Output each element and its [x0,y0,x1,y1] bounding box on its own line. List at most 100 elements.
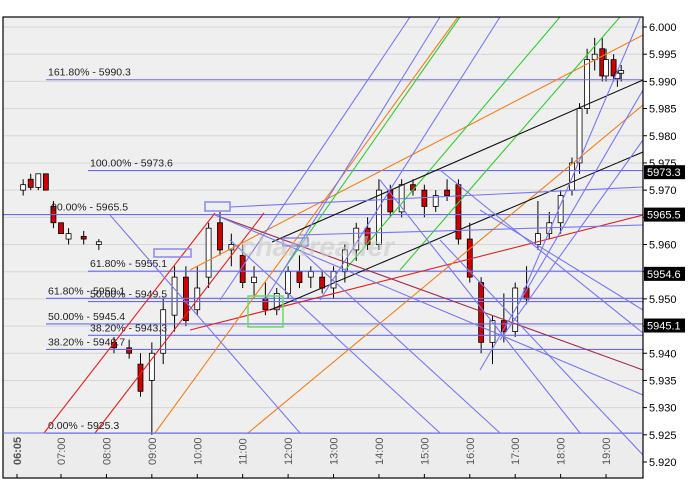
trend-line[interactable] [189,34,644,271]
y-tick-label: 5.930 [649,403,677,415]
candle-down [444,189,450,196]
candle-up [376,189,382,245]
y-tick-label: 5.925 [649,430,677,442]
x-tick-label: 12:00 [283,437,295,465]
trend-line[interactable] [219,16,411,301]
trend-lines[interactable] [43,16,644,456]
candle-up [148,352,155,381]
y-tick-label: 5.985 [649,104,677,116]
trend-line[interactable] [439,239,644,456]
y-axis: 6.0005.9955.9905.9855.9805.9755.9705.965… [643,22,677,469]
trend-line[interactable] [519,17,641,301]
trend-line[interactable] [214,214,644,371]
trend-line[interactable] [479,89,644,371]
candle-down [27,178,34,188]
candle-up [330,271,337,289]
candle-down [364,227,371,245]
trend-line[interactable] [279,16,461,276]
candle-up [618,70,625,74]
price-tags: 5973.3 5965.5 5954.6 5945.1 [644,165,685,333]
candles [20,37,625,435]
trend-line[interactable] [344,16,561,271]
y-tick-label: 5.950 [649,294,677,306]
x-axis-band [3,433,643,478]
candle-up [307,271,314,278]
annotation-boxes[interactable] [153,201,309,328]
y-tick-label: 5.970 [649,185,677,197]
x-tick-label: 13:00 [329,437,341,465]
trend-line[interactable] [379,179,581,434]
y-tick-label: 5.935 [649,375,677,387]
annotation-box-blue[interactable] [282,237,309,247]
candle-up [35,173,42,188]
fib-level-label: 100.00% - 5973.6 [90,158,173,170]
candle-down [58,222,64,235]
y-tick-label: 5.980 [649,131,677,143]
candle-up [603,59,609,77]
x-tick-label: 16:00 [465,437,477,465]
y-tick-label: 6.000 [649,22,677,34]
candle-up [535,233,541,245]
price-tag [644,266,685,281]
trend-line[interactable] [499,139,644,341]
trend-line[interactable] [94,212,265,434]
price-tag [644,165,685,180]
candle-up [95,241,102,245]
candle-up [205,227,212,278]
fib-level-label: 0.00% - 5925.3 [48,420,119,432]
trend-line[interactable] [214,214,644,396]
trend-line[interactable] [269,151,644,311]
y-tick-label: 5.920 [649,457,677,469]
candle-up [584,59,591,109]
x-tick-label: 07:00 [56,437,68,465]
candle-up [65,233,72,240]
trend-line[interactable] [264,16,441,301]
plot-area [3,17,643,433]
annotation-box-green[interactable] [247,295,284,328]
candle-down [80,235,87,240]
fib-level-label: 38.20% - 5943.3 [90,322,167,334]
x-axis: 06:05 07:00 08:00 09:00 10:00 11:00 12:00 13:00… [12,437,613,478]
chart-frame [2,16,644,479]
price-tag-label: 5965.5 [647,210,681,222]
candle-down [610,59,617,77]
candle-down [319,276,326,289]
fib-level-label: 00.00% - 5965.5 [51,202,128,214]
candle-down [137,363,144,392]
x-tick-label: 10:00 [192,437,204,465]
x-tick-label: 19:00 [601,437,613,465]
candle-down [42,173,49,191]
trend-line[interactable] [299,224,644,236]
annotation-box-blue[interactable] [153,248,192,258]
trend-line[interactable] [247,104,644,434]
trend-line[interactable] [229,239,441,434]
price-tag [644,207,685,222]
candle-up [432,195,439,207]
trend-line[interactable] [154,16,459,434]
x-tick-label: 17:00 [510,437,522,465]
y-tick-label: 5.960 [649,240,677,252]
trend-line[interactable] [299,249,501,434]
trend-line[interactable] [189,214,644,331]
x-tick-label: 08:00 [101,437,113,465]
x-tick-label: 18:00 [556,437,568,465]
annotation-box-blue[interactable] [204,201,231,212]
trend-line[interactable] [109,214,301,434]
candle-down [500,320,507,332]
candle-down [217,222,223,251]
y-tick-label: 5.995 [649,49,677,61]
trend-line[interactable] [229,186,644,208]
y-tick-label: 5.940 [649,348,677,360]
trend-line[interactable] [271,79,644,243]
trend-line[interactable] [319,16,501,301]
price-tag-label: 5954.6 [647,269,681,281]
trend-line[interactable] [479,209,644,311]
x-tick-label: 06:05 [12,437,24,465]
candle-up [576,108,583,164]
x-tick-label: 14:00 [374,437,386,465]
trend-line[interactable] [439,169,644,334]
x-tick-label: 11:00 [238,438,250,465]
trend-line[interactable] [399,16,621,271]
candle-down [126,347,133,354]
